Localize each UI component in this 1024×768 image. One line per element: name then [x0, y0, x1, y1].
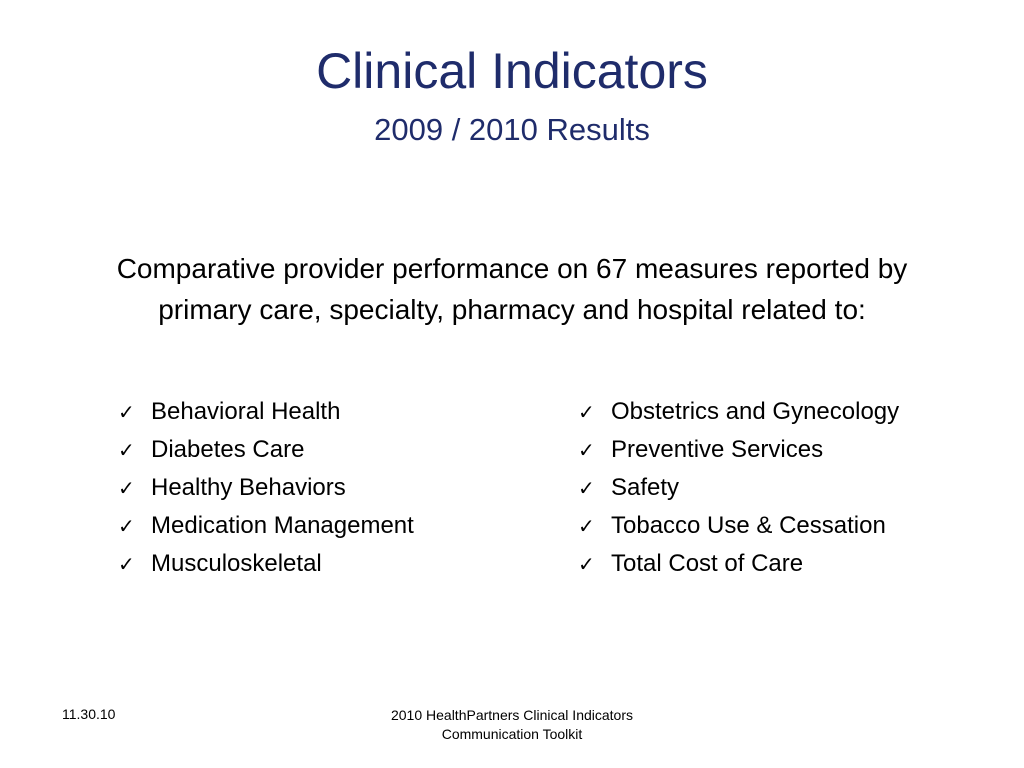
footer-caption-line: Communication Toolkit	[441, 726, 583, 742]
bullet-label: Tobacco Use & Cessation	[611, 512, 886, 539]
check-icon: ✓	[118, 514, 135, 538]
check-icon: ✓	[578, 552, 595, 576]
bullet-label: Healthy Behaviors	[151, 474, 346, 501]
bullet-label: Musculoskeletal	[151, 550, 322, 577]
bullet-item: ✓ Healthy Behaviors	[118, 469, 414, 507]
slide-subtitle: 2009 / 2010 Results	[374, 112, 650, 147]
bullet-label: Total Cost of Care	[611, 550, 804, 577]
check-icon: ✓	[578, 400, 595, 424]
check-icon: ✓	[578, 476, 595, 500]
left-bullet-list: ✓ Behavioral Health ✓ Diabetes Care ✓ He…	[118, 393, 414, 583]
bullet-item: ✓ Diabetes Care	[118, 431, 414, 469]
check-icon: ✓	[118, 552, 135, 576]
bullet-item: ✓ Safety	[578, 469, 899, 507]
check-icon: ✓	[578, 438, 595, 462]
check-icon: ✓	[118, 400, 135, 424]
bullet-label: Medication Management	[151, 512, 414, 539]
check-icon: ✓	[118, 438, 135, 462]
bullet-label: Behavioral Health	[151, 398, 341, 425]
bullet-label: Safety	[611, 474, 680, 501]
check-icon: ✓	[578, 514, 595, 538]
footer-caption: 2010 HealthPartners Clinical Indicators …	[312, 706, 712, 744]
bullet-item: ✓ Preventive Services	[578, 431, 899, 469]
footer-caption-line: 2010 HealthPartners Clinical Indicators	[390, 707, 633, 723]
bullet-label: Preventive Services	[611, 436, 824, 463]
check-icon: ✓	[118, 476, 135, 500]
bullet-item: ✓ Behavioral Health	[118, 393, 414, 431]
intro-text: Comparative provider performance on 67 m…	[116, 253, 908, 325]
right-bullet-list: ✓ Obstetrics and Gynecology ✓ Preventive…	[578, 393, 899, 583]
bullet-item: ✓ Medication Management	[118, 507, 414, 545]
bullet-item: ✓ Tobacco Use & Cessation	[578, 507, 899, 545]
bullet-item: ✓ Musculoskeletal	[118, 545, 414, 583]
bullet-item: ✓ Obstetrics and Gynecology	[578, 393, 899, 431]
footer-date: 11.30.10	[62, 706, 116, 722]
slide-title: Clinical Indicators	[316, 43, 708, 99]
bullet-item: ✓ Total Cost of Care	[578, 545, 899, 583]
bullet-label: Diabetes Care	[151, 436, 305, 463]
bullet-label: Obstetrics and Gynecology	[611, 398, 900, 425]
